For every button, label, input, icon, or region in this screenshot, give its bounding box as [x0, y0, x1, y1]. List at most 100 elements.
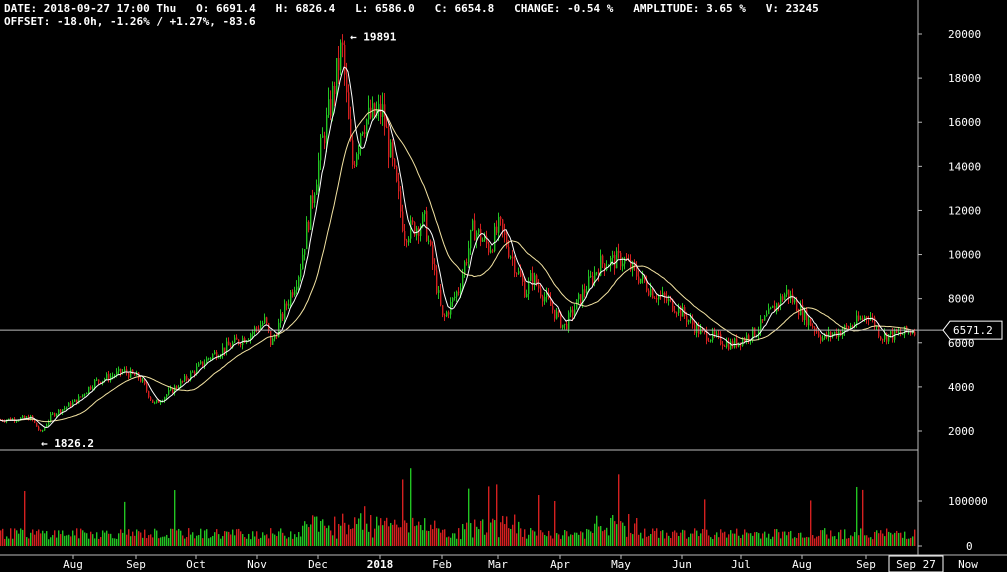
- candle: [286, 301, 288, 311]
- candle: [204, 359, 206, 370]
- volume-bar: [102, 530, 104, 546]
- volume-bar: [168, 538, 170, 546]
- volume-bar: [724, 531, 726, 546]
- volume-bar: [262, 532, 264, 546]
- volume-bar: [468, 488, 470, 546]
- volume-bar: [516, 533, 518, 546]
- volume-bar: [126, 534, 128, 546]
- time-tick-label: Aug: [792, 558, 812, 571]
- volume-bar: [420, 525, 422, 546]
- volume-bar: [712, 539, 714, 546]
- volume-bar: [496, 484, 498, 546]
- candle: [754, 327, 756, 338]
- volume-bar: [854, 532, 856, 546]
- volume-bar: [874, 531, 876, 546]
- high-value: 6826.4: [295, 2, 336, 15]
- candle: [406, 238, 408, 248]
- volume-bar: [134, 535, 136, 546]
- volume-bar: [564, 529, 566, 546]
- volume-bar: [422, 530, 424, 546]
- candle: [732, 338, 734, 349]
- volume-bar: [326, 528, 328, 546]
- candle: [410, 215, 412, 243]
- candle: [554, 309, 556, 322]
- volume-bar: [280, 528, 282, 546]
- volume-bar: [622, 522, 624, 546]
- volume-bar: [708, 535, 710, 546]
- candle: [230, 342, 232, 348]
- volume-bar: [190, 534, 192, 546]
- candle: [812, 323, 814, 329]
- volume-bar: [108, 533, 110, 546]
- volume-bar: [640, 532, 642, 546]
- candle: [606, 260, 608, 272]
- candle: [810, 318, 812, 327]
- volume-bar: [54, 530, 56, 546]
- price-tick-label: 20000: [948, 28, 981, 41]
- candle: [216, 350, 218, 361]
- candle: [56, 413, 58, 418]
- candle: [74, 399, 76, 402]
- volume-bar: [322, 519, 324, 546]
- candle: [392, 139, 394, 167]
- volume-bar: [844, 529, 846, 546]
- volume-bar: [524, 529, 526, 546]
- volume-bar: [396, 524, 398, 546]
- volume-bar: [486, 532, 488, 546]
- time-tick-label: Jul: [731, 558, 751, 571]
- volume-bar: [358, 518, 360, 546]
- candle: [244, 336, 246, 343]
- time-tick-label: 2018: [367, 558, 394, 571]
- candle: [488, 241, 490, 256]
- candle: [552, 300, 554, 314]
- candle: [132, 369, 134, 375]
- candle: [652, 287, 654, 299]
- volume-bar: [748, 533, 750, 546]
- volume-bar: [50, 537, 52, 546]
- volume-bar: [312, 515, 314, 546]
- volume-bar: [896, 530, 898, 546]
- candle: [664, 291, 666, 304]
- candle: [744, 336, 746, 343]
- volume-bar: [70, 536, 72, 546]
- candle: [788, 289, 790, 304]
- volume-bar: [540, 530, 542, 546]
- volume-bar: [722, 532, 724, 546]
- volume-bar: [154, 528, 156, 546]
- volume-bar: [648, 535, 650, 546]
- volume-bar: [664, 538, 666, 546]
- volume-bar: [526, 538, 528, 546]
- volume-bar: [124, 501, 126, 546]
- candle: [316, 179, 318, 196]
- candle: [592, 271, 594, 287]
- candle: [58, 409, 60, 416]
- volume-bar: [848, 538, 850, 546]
- candle: [110, 373, 112, 383]
- volume-bar: [490, 522, 492, 546]
- candle: [500, 215, 502, 226]
- volume-bar: [620, 521, 622, 546]
- volume-bar: [514, 514, 516, 546]
- volume-bar: [684, 530, 686, 546]
- candle: [738, 342, 740, 348]
- volume-bar: [460, 539, 462, 546]
- volume-bar: [404, 520, 406, 546]
- candle: [118, 366, 120, 375]
- volume-bar: [780, 538, 782, 546]
- candle: [900, 327, 902, 337]
- candle: [772, 305, 774, 308]
- candle: [456, 290, 458, 303]
- volume-bar: [750, 533, 752, 546]
- volume-bar: [324, 525, 326, 546]
- candle: [304, 248, 306, 261]
- volume-bar: [278, 531, 280, 546]
- volume-bar: [388, 526, 390, 546]
- volume-bar: [424, 518, 426, 546]
- volume-bar: [772, 536, 774, 546]
- volume-bar: [234, 535, 236, 546]
- candle: [256, 326, 258, 333]
- volume-bar: [192, 532, 194, 546]
- volume-bar: [408, 532, 410, 546]
